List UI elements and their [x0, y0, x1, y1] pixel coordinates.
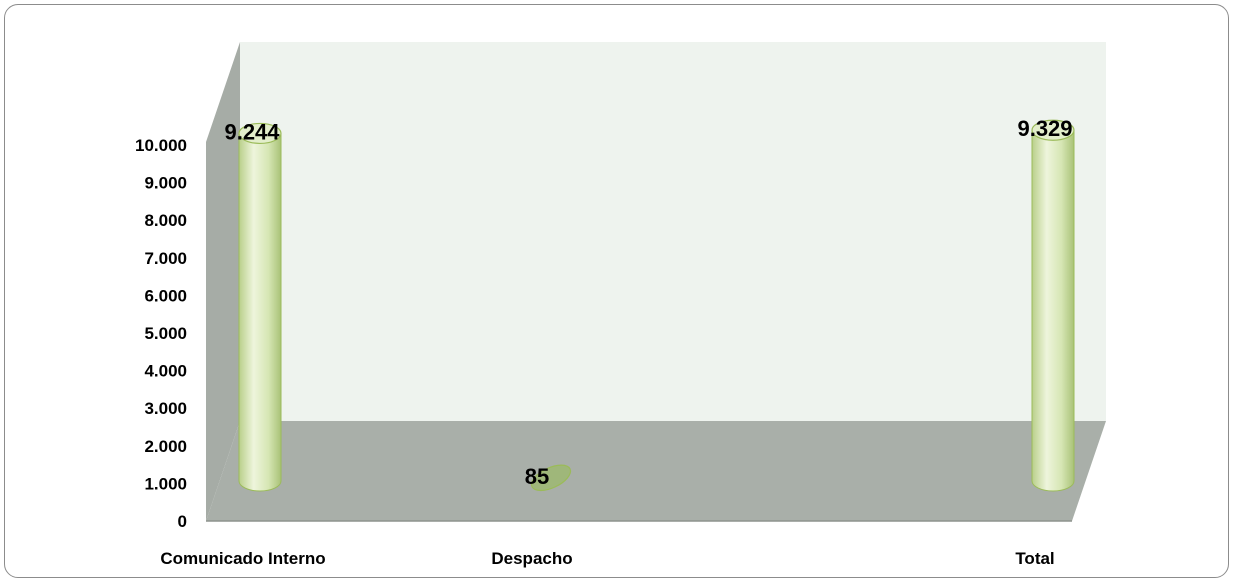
data-label: 85: [525, 464, 549, 489]
y-tick-label: 8.000: [144, 211, 187, 230]
y-tick-label: 0: [178, 512, 187, 531]
y-tick-label: 7.000: [144, 249, 187, 268]
y-tick-label: 5.000: [144, 324, 187, 343]
bar-body: [238, 132, 282, 492]
y-tick-label: 2.000: [144, 437, 187, 456]
back-wall: [240, 42, 1106, 421]
bar: 9.329: [1017, 116, 1075, 492]
data-label: 9.329: [1017, 116, 1072, 141]
y-tick-label: 4.000: [144, 362, 187, 381]
y-tick-label: 1.000: [144, 474, 187, 493]
floor: [206, 421, 1106, 521]
bar-top: [530, 464, 572, 492]
y-tick-label: 10.000: [135, 136, 187, 155]
side-wall: [206, 42, 240, 521]
y-tick-label: 3.000: [144, 399, 187, 418]
bar: 9.244: [224, 119, 282, 492]
bar-top: [238, 122, 282, 145]
bar-body: [1031, 129, 1075, 492]
bar-top: [1031, 119, 1075, 141]
y-tick-label: 9.000: [144, 174, 187, 193]
category-label: Total: [1015, 549, 1054, 568]
category-label: Comunicado Interno: [160, 549, 325, 568]
data-label: 9.244: [224, 119, 280, 144]
category-label: Despacho: [491, 549, 572, 568]
y-tick-label: 6.000: [144, 286, 187, 305]
bar: 85: [525, 464, 572, 492]
